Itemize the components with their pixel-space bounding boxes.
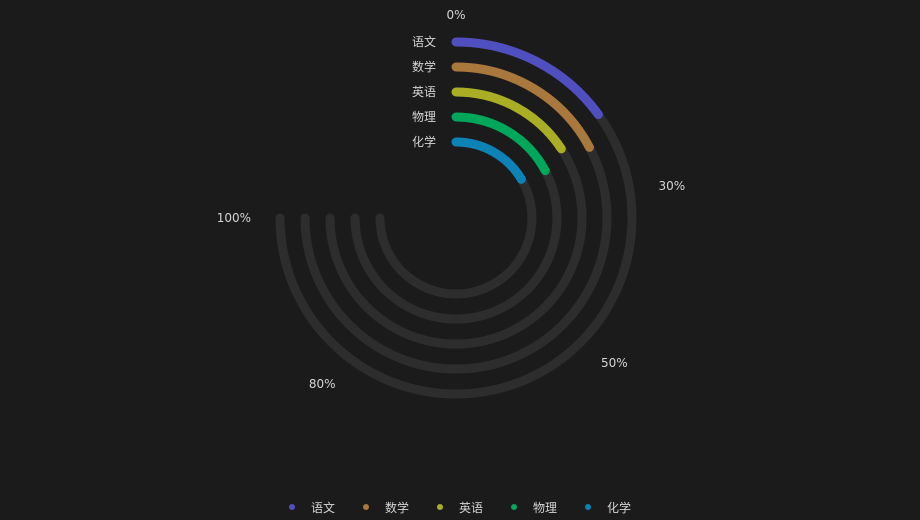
category-label-3: 英语 [412,85,436,99]
bar-2[interactable] [451,62,594,152]
legend-item-3[interactable]: 英语 [436,499,483,516]
legend-dot-icon [436,504,443,510]
bar-group [451,37,603,184]
category-label-5: 化学 [412,134,436,149]
legend-dot-icon [288,504,295,510]
tick-label-3: 50% [601,356,628,370]
legend-dot-icon [511,504,517,510]
legend-item-5[interactable]: 化学 [585,499,631,516]
bar-4[interactable] [451,112,550,176]
tick-label-4: 80% [309,377,336,391]
legend-dot-icon [585,504,592,510]
legend-label: 化学 [607,500,632,515]
legend-item-4[interactable]: 物理 [511,499,557,516]
legend-item-2[interactable]: 数学 [362,499,409,516]
bar-3[interactable] [451,87,566,154]
bar-5[interactable] [451,137,526,184]
tick-label-2: 30% [659,179,686,193]
bar-1[interactable] [451,37,603,120]
category-label-2: 数学 [412,59,436,74]
legend-label: 数学 [384,500,409,515]
category-label-4: 物理 [412,110,436,124]
legend-item-1[interactable]: 语文 [288,499,335,516]
legend-label: 物理 [533,500,558,515]
legend-dot-icon [362,504,369,510]
tick-label-1: 0% [446,8,465,22]
legend-label: 英语 [458,500,483,515]
category-label-1: 语文 [412,34,436,49]
tick-label-group: 0% 30% 50% 80% 100% [217,8,685,391]
legend-label: 语文 [310,500,335,515]
tick-label-5: 100% [217,211,251,225]
legend: 语文 数学 英语 物理 化学 [0,497,920,517]
